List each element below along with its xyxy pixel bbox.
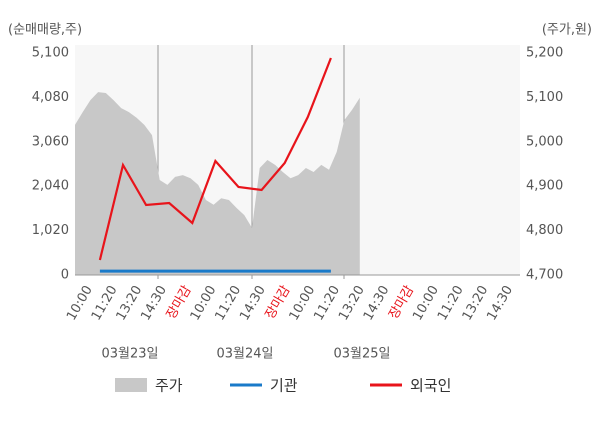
y-tick-label: 0 [61, 268, 69, 283]
y-tick-label: 4,080 [32, 90, 69, 105]
y-tick-label: 1,020 [32, 223, 69, 238]
x-tick-label: 14:30 [138, 283, 170, 323]
price-area [75, 92, 360, 275]
series-line [98, 57, 332, 261]
y-tick-label: 3,060 [32, 134, 69, 149]
legend-label: 외국인 [410, 377, 451, 395]
y2-tick-label: 5,000 [526, 134, 563, 149]
y-tick-label: 5,100 [32, 46, 69, 61]
x-tick-label: 14:30 [237, 283, 269, 323]
x-tick-label: 14:30 [361, 283, 393, 323]
y-tick-label: 2,040 [32, 179, 69, 194]
y2-tick-label: 4,900 [526, 179, 563, 194]
date-label: 03월25일 [333, 347, 390, 362]
date-label: 03월23일 [101, 347, 158, 362]
y2-tick-label: 5,100 [526, 90, 563, 105]
legend-label: 주가 [155, 377, 183, 395]
date-label: 03월24일 [216, 347, 273, 362]
y2-tick-label: 4,800 [526, 223, 563, 238]
legend-swatch [115, 378, 147, 392]
x-tick-label: 14:30 [484, 283, 516, 323]
y2-tick-label: 5,200 [526, 46, 563, 61]
right-axis-label: (주가,원) [542, 23, 592, 38]
left-axis-label: (순매매량,주) [8, 23, 82, 38]
legend-label: 기관 [270, 377, 298, 395]
y2-tick-label: 4,700 [526, 268, 563, 283]
